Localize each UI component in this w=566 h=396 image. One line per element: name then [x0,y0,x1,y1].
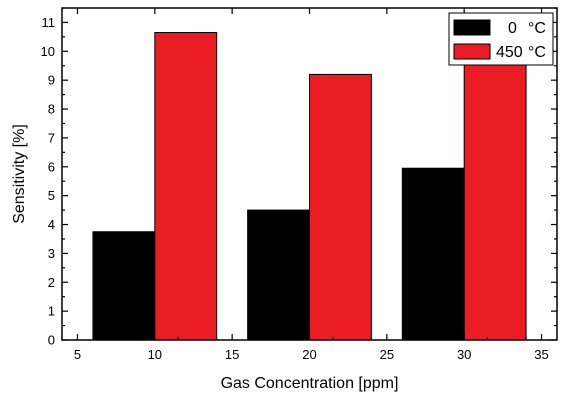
x-axis-label: Gas Concentration [ppm] [221,375,399,392]
x-tick-label-20: 20 [302,347,316,362]
bar-series0-30 [401,167,465,341]
ticks-layer: 5 10 15 20 25 30 35 0 1 2 3 4 5 6 7 8 9 10 11 [41,7,557,362]
bar-series0-20 [247,209,310,341]
y-tick-label-11: 11 [42,15,56,30]
legend-swatch-450c [453,43,491,60]
y-tick-label-2: 2 [48,275,55,290]
y-tick-label-5: 5 [48,188,55,203]
y-tick-label-8: 8 [48,102,55,117]
y-tick-label-1: 1 [48,304,55,319]
legend-swatch-0c [453,19,491,36]
legend-label-450c-unit: °C [528,44,546,61]
x-tick-label-15: 15 [225,347,239,362]
x-tick-label-30: 30 [457,347,471,362]
y-axis-label: Sensitivity [%] [11,124,28,224]
bar-series1-20 [309,73,372,341]
legend: 0 °C 450 °C [448,12,554,66]
x-tick-label-10: 10 [148,347,162,362]
x-tick-label-25: 25 [380,347,394,362]
legend-label-450c-value: 450 [496,44,523,61]
x-tick-label-35: 35 [534,347,548,362]
legend-label-0c-value: 0 [508,20,517,37]
y-tick-label-3: 3 [48,246,55,261]
y-tick-label-4: 4 [48,217,55,232]
bar-series1-10 [154,32,218,341]
bar-series1-30 [463,29,527,341]
y-tick-label-6: 6 [48,159,55,174]
y-tick-label-0: 0 [48,333,55,348]
legend-label-0c-unit: °C [528,20,546,37]
bar-series0-10 [92,231,156,341]
x-tick-label-5: 5 [74,347,81,362]
y-tick-label-9: 9 [48,73,55,88]
y-tick-label-7: 7 [48,130,55,145]
y-tick-label-10: 10 [41,44,55,59]
bars-layer [92,29,527,341]
